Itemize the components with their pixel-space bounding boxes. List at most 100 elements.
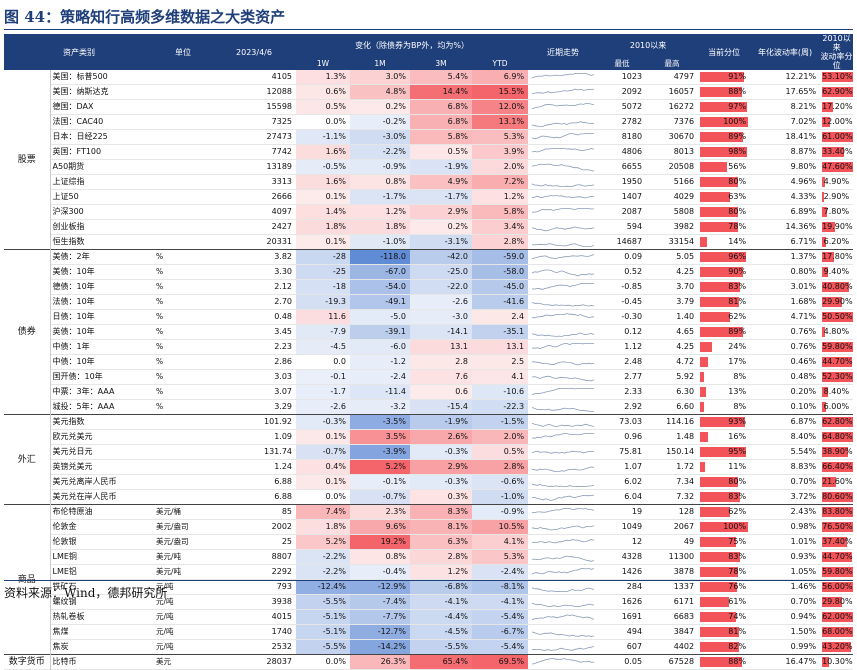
vol-percentile: 80.60% (820, 490, 854, 505)
trend-sparkline (528, 310, 598, 325)
change-m1: -67.0 (350, 264, 410, 280)
annual-vol: 0.99% (790, 642, 817, 651)
change-ytd: 5.3% (472, 129, 529, 145)
trend-sparkline (528, 640, 598, 655)
asset-name: 中票：3年：AAA (52, 387, 115, 396)
vol-percentile-label: 7.80% (823, 207, 850, 216)
change-m3: 13.1 (410, 339, 472, 355)
current-percentile: 90% (698, 265, 750, 280)
annual-vol: 17.65% (785, 87, 817, 96)
vol-percentile: 56.00% (820, 580, 854, 595)
change-w1: -7.9 (296, 324, 350, 340)
table-row: 中债：10年% 2.86 0.0 -1.2 2.8 2.5 2.48 4.72 17% 0.46%… (4, 354, 854, 370)
current-percentile-label: 61% (728, 597, 747, 606)
asset-name: 美元兑在岸人民币 (52, 492, 117, 501)
vol-percentile: 53.10% (820, 70, 854, 85)
vol-percentile-label: 59.80% (822, 567, 853, 576)
asset-name: 上证50 (52, 192, 79, 201)
vol-percentile-label: 66.40% (822, 462, 853, 471)
table-body: 股票 美国：标普500 4105 1.3% 3.0% 5.4% 6.9% 1023 4797 91… (4, 70, 854, 670)
annual-vol: 1.37% (750, 249, 821, 265)
vol-percentile: 4.80% (820, 325, 853, 340)
asset-unit (154, 430, 212, 445)
sparkline-svg (531, 567, 595, 574)
current-percentile: 93% (698, 414, 751, 430)
change-w1: 0.1% (296, 474, 350, 490)
sparkline-svg (531, 406, 595, 412)
annual-vol: 1.46% (790, 582, 817, 591)
vol-percentile-fill (822, 387, 828, 397)
vol-percentile: 38.90% (820, 445, 853, 460)
asset-unit (154, 190, 212, 205)
current-percentile-label: 16% (728, 432, 747, 441)
change-m1: -3.9% (350, 444, 410, 460)
sparkline-svg (531, 450, 595, 454)
vol-percentile-label: 76.50% (822, 522, 853, 531)
vol-percentile: 17.20% (820, 100, 853, 115)
vol-percentile-label: 29.90% (822, 297, 853, 306)
sparkline-svg (531, 269, 595, 276)
trend-sparkline (528, 370, 598, 385)
annual-vol: 12.21% (785, 72, 817, 81)
change-ytd: 0.5% (472, 444, 529, 460)
vol-percentile-fill (822, 402, 827, 412)
asset-unit: % (156, 357, 164, 366)
vol-percentile-label: 19.90% (822, 222, 853, 231)
asset-name: 英国：FT100 (52, 147, 102, 156)
asset-value: 20331 (266, 237, 292, 246)
current-percentile-label: 93% (728, 417, 747, 426)
table-row: 商品 布伦特原油 美元/桶 85 7.4% 2.3% 8.3% -0.9% 19 128 62% 2.… (4, 504, 854, 655)
high-value: 2067 (673, 522, 695, 531)
asset-unit (154, 445, 212, 460)
annual-vol: 0.48% (790, 372, 817, 381)
asset-value: 2.86 (274, 357, 292, 366)
current-percentile-fill (700, 132, 743, 142)
asset-value: 85 (212, 504, 296, 520)
current-percentile: 63% (698, 190, 750, 205)
asset-value: 3938 (271, 597, 292, 606)
vol-percentile: 59.80% (820, 340, 854, 355)
asset-name: 恒生指数 (52, 237, 85, 246)
low-value: 5072 (621, 102, 643, 111)
change-m3: 0.6 (410, 384, 472, 400)
low-value: 0.12 (624, 327, 643, 336)
change-m3: 0.3% (410, 489, 472, 505)
low-value: 1691 (621, 612, 643, 621)
asset-unit (154, 475, 212, 490)
header-low: 最低 (598, 57, 647, 70)
vol-percentile-fill (822, 552, 852, 562)
asset-unit: % (156, 372, 164, 381)
low-value: 2.48 (624, 357, 643, 366)
low-value: 14687 (616, 237, 643, 246)
change-w1: -5.5% (296, 639, 350, 655)
asset-name: LME铝 (52, 567, 77, 576)
annual-vol: 1.50% (790, 627, 817, 636)
sparkline-svg (531, 613, 595, 620)
low-value: -0.85 (621, 282, 643, 291)
asset-name: 德债：10年 (52, 282, 95, 291)
asset-unit (154, 490, 212, 505)
asset-table: 资产类别 单位 2023/4/6 变化（除债券为BP外，均为%） 近期走势 20… (4, 34, 854, 670)
group-label: 商品 (4, 504, 51, 655)
high-value: 6171 (673, 597, 695, 606)
asset-name: 美元兑离岸人民币 (52, 477, 117, 486)
current-percentile-fill (700, 72, 744, 82)
change-w1: 0.1% (296, 429, 350, 445)
high-value: 7.32 (676, 492, 695, 501)
table-row: 美元兑离岸人民币 6.88 0.1% -0.1% -0.3% -0.6% 6.02 7.34 8… (4, 474, 854, 490)
low-value: 4328 (621, 552, 643, 561)
trend-sparkline (528, 295, 598, 310)
high-value: 1337 (673, 582, 695, 591)
change-ytd: 5.3% (472, 549, 529, 565)
change-m1: -2.4 (350, 369, 410, 385)
change-w1: 0.0% (325, 117, 346, 126)
change-w1: 1.3% (296, 70, 350, 85)
vol-percentile-label: 68.00% (822, 627, 853, 636)
high-value: 5.92 (676, 372, 695, 381)
asset-value: 8807 (271, 552, 292, 561)
vol-percentile-fill (822, 312, 854, 322)
annual-vol: 9.80% (790, 162, 817, 171)
current-percentile-fill (700, 222, 738, 232)
change-m1: -14.2% (350, 639, 410, 655)
asset-unit: 元/吨 (156, 642, 174, 651)
